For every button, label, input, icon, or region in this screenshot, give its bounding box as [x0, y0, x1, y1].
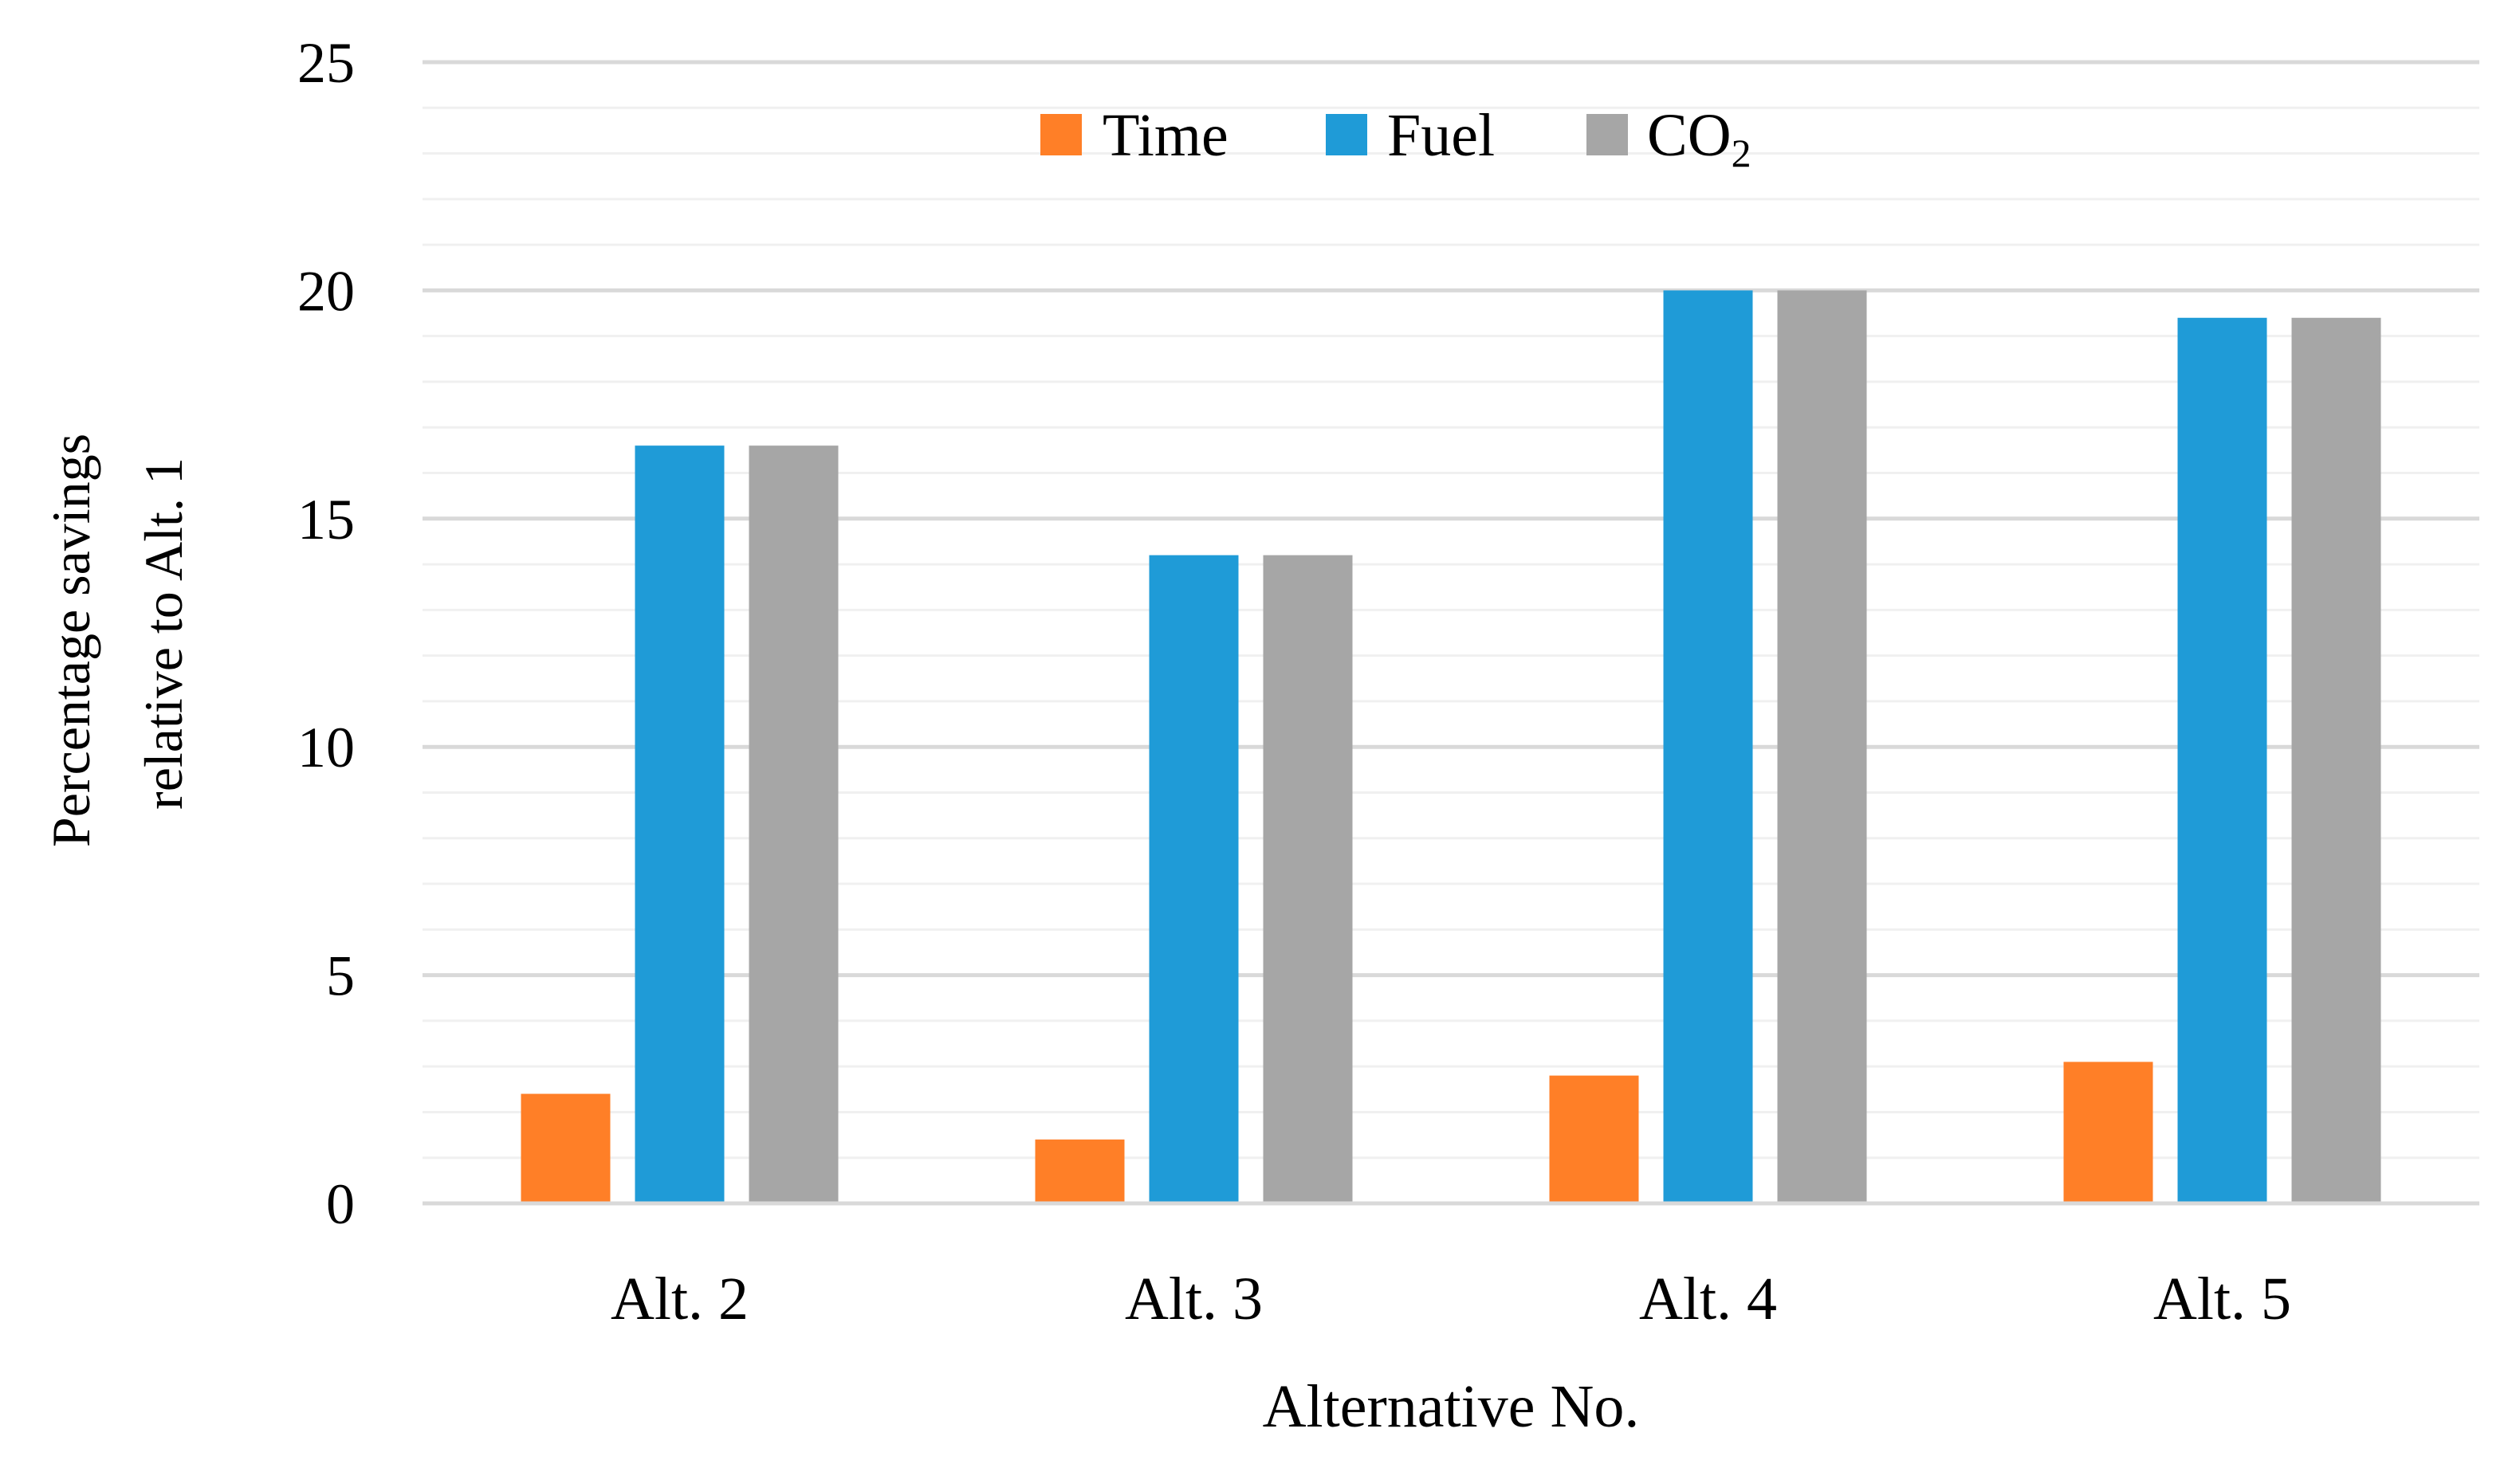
x-tick-label: Alt. 5 [2153, 1266, 2291, 1332]
x-tick-labels: Alt. 2 Alt. 3 Alt. 4 Alt. 5 [611, 1266, 2291, 1332]
y-tick-label: 20 [297, 259, 355, 323]
legend-label-time-main: Time [1103, 102, 1229, 169]
x-tick-label: Alt. 3 [1125, 1266, 1263, 1332]
y-tick-label: 5 [326, 944, 355, 1008]
legend-label-fuel-main: Fuel [1387, 102, 1495, 169]
y-axis-title-line-2: relative to Alt. 1 [133, 457, 194, 810]
y-tick-label: 0 [326, 1172, 355, 1236]
bar-fuel-alt-4 [1663, 290, 1753, 1203]
y-axis-title-line-1: Percentage savings [41, 434, 101, 847]
bar-time-alt-2 [521, 1093, 611, 1203]
bar-fuel-alt-3 [1149, 555, 1239, 1203]
bar-time-alt-4 [1549, 1075, 1639, 1203]
legend-label-co2-main: CO [1647, 102, 1732, 169]
bar-fuel-alt-2 [635, 445, 725, 1203]
y-axis-title: Percentage savings relative to Alt. 1 [41, 420, 194, 847]
legend-label-co2-subscript: 2 [1732, 131, 1751, 175]
legend-swatch-time [1040, 114, 1082, 155]
legend-label-fuel: Fuel [1387, 102, 1495, 169]
bar-co2-alt-3 [1263, 555, 1353, 1203]
x-axis-title: Alternative No. [1263, 1373, 1640, 1440]
y-tick-label: 15 [297, 488, 355, 551]
legend: Time Fuel CO2 [1040, 102, 1751, 175]
y-tick-labels: 0 5 10 15 20 25 [297, 31, 355, 1236]
minor-gridlines [423, 106, 2479, 1160]
bar-co2-alt-4 [1777, 290, 1867, 1203]
bar-co2-alt-2 [749, 445, 839, 1203]
bars-group [521, 290, 2381, 1203]
legend-swatch-fuel [1326, 114, 1367, 155]
legend-swatch-co2 [1586, 114, 1628, 155]
legend-label-co2: CO2 [1647, 102, 1751, 175]
legend-label-time: Time [1103, 102, 1229, 169]
y-tick-label: 25 [297, 31, 355, 95]
bar-co2-alt-5 [2291, 317, 2381, 1203]
bar-fuel-alt-5 [2177, 317, 2267, 1203]
y-tick-label: 10 [297, 716, 355, 779]
bar-time-alt-3 [1035, 1139, 1125, 1203]
bar-time-alt-5 [2063, 1062, 2153, 1203]
x-tick-label: Alt. 4 [1639, 1266, 1777, 1332]
x-tick-label: Alt. 2 [611, 1266, 749, 1332]
